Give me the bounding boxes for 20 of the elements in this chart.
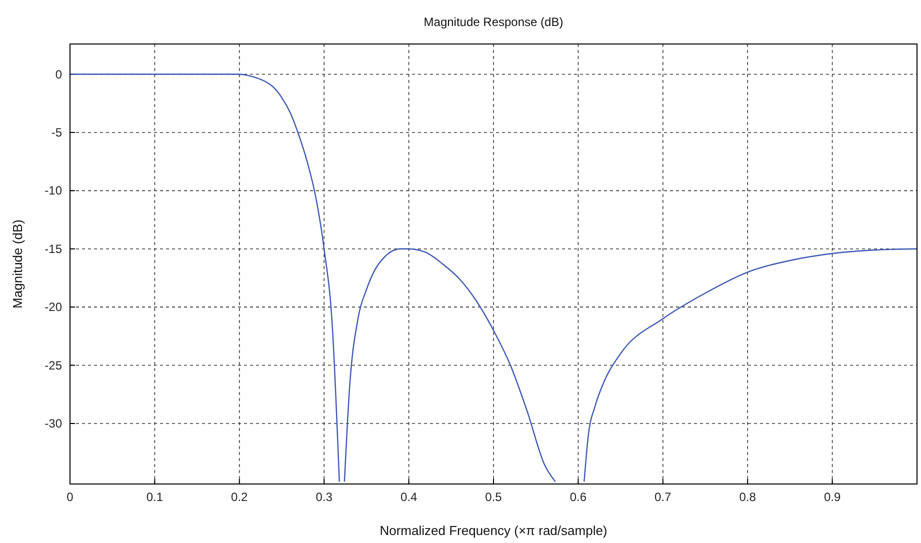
x-tick-label: 0.6 (570, 490, 587, 504)
x-tick-label: 0.4 (400, 490, 418, 504)
y-tick-label: -30 (44, 416, 62, 430)
chart-title: Magnitude Response (dB) (424, 15, 564, 29)
y-tick-label: -5 (51, 125, 62, 140)
y-tick-label: 0 (55, 67, 62, 82)
x-tick-label: 0.2 (231, 490, 248, 504)
y-tick-label: -20 (44, 300, 62, 314)
x-tick-label: 0.8 (739, 490, 756, 504)
x-tick-label: 0.3 (316, 490, 333, 504)
y-tick-label: -15 (44, 242, 62, 256)
x-tick-label: 0 (66, 490, 74, 504)
x-axis-title: Normalized Frequency (×π rad/sample) (380, 523, 608, 538)
x-tick-label: 0.9 (824, 490, 841, 504)
y-tick-label: -10 (44, 184, 62, 198)
x-tick-label: 0.7 (654, 490, 672, 504)
y-tick-label: -25 (44, 358, 62, 372)
y-axis-title: Magnitude (dB) (10, 220, 25, 308)
x-tick-label: 0.5 (485, 490, 502, 504)
x-tick-label: 0.1 (146, 490, 164, 504)
